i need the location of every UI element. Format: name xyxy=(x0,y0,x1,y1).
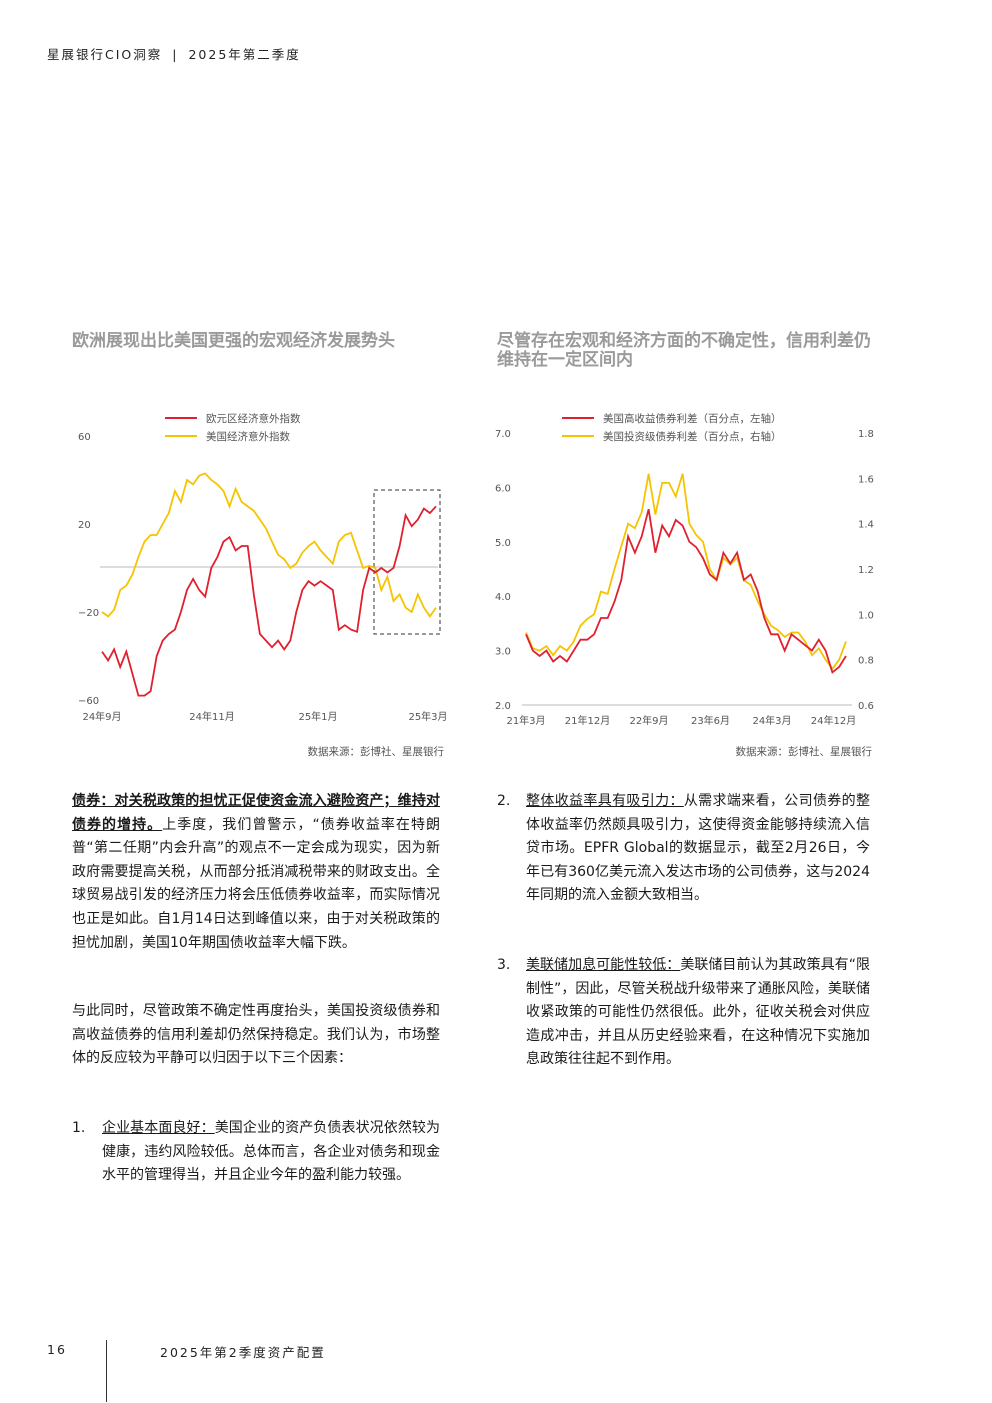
y-left-tick-label: 7.0 xyxy=(495,429,511,440)
series-line-us xyxy=(101,472,437,618)
y-tick-label: −60 xyxy=(78,696,99,707)
header-issue: 2025年第二季度 xyxy=(188,47,301,62)
item3-body: 美联储目前认为其政策具有“限制性”，因此，尽管关税战升级带来了通胀风险，美联储收… xyxy=(526,957,870,1068)
x-tick-label: 24年3月 xyxy=(752,714,791,727)
item3-number: 3. xyxy=(497,957,511,973)
item1-number: 1. xyxy=(72,1120,86,1136)
item2-paragraph: 整体收益率具有吸引力：从需求端来看，公司债券的整体收益率仍然颇具吸引力，这使得资… xyxy=(526,790,870,908)
spread-text: 与此同时，尽管政策不确定性再度抬头，美国投资级债券和高收益债券的信用利差却仍然保… xyxy=(72,1003,440,1067)
series-line-euro xyxy=(101,505,437,697)
y-left-tick-label: 2.0 xyxy=(495,701,511,712)
y-left-tick-label: 3.0 xyxy=(495,647,511,658)
right-chart-title: 尽管存在宏观和经济方面的不确定性，信用利差仍维持在一定区间内 xyxy=(497,331,871,370)
running-header: 星展银行CIO洞察 | 2025年第二季度 xyxy=(47,44,301,63)
item3-heading: 美联储加息可能性较低： xyxy=(526,957,681,973)
x-tick-label: 25年1月 xyxy=(298,710,337,723)
page-number: 16 xyxy=(47,1342,67,1357)
bond-paragraph: 债券：对关税政策的担忧正促使资金流入避险资产；维持对债券的增持。上季度，我们曾警… xyxy=(72,790,440,955)
legend-label-euro: 欧元区经济意外指数 xyxy=(206,412,301,425)
y-tick-label: 60 xyxy=(78,432,91,443)
x-tick-label: 21年3月 xyxy=(506,714,545,727)
x-tick-label: 22年9月 xyxy=(629,714,668,727)
x-tick-label: 24年9月 xyxy=(82,710,121,723)
x-tick-label: 25年3月 xyxy=(408,710,447,723)
item3-paragraph: 美联储加息可能性较低：美联储目前认为其政策具有“限制性”，因此，尽管关税战升级带… xyxy=(526,954,870,1072)
y-right-tick-label: 0.8 xyxy=(858,656,874,667)
right-chart-source: 数据来源：彭博社、星展银行 xyxy=(735,746,873,758)
bond-heading: 债券：对关税政策的担忧正促使资金流入避险资产；维持对债券的增持。 xyxy=(72,793,440,833)
legend-label-us: 美国经济意外指数 xyxy=(206,430,290,443)
y-left-tick-label: 4.0 xyxy=(495,592,511,603)
series-line-hy xyxy=(525,508,847,674)
y-left-tick-label: 6.0 xyxy=(495,483,511,494)
x-tick-label: 24年11月 xyxy=(189,710,234,723)
bond-body: 上季度，我们曾警示，“债券收益率在特朗普“第二任期”内会升高”的观点不一定会成为… xyxy=(72,816,440,951)
y-right-tick-label: 1.8 xyxy=(858,429,874,440)
y-left-tick-label: 5.0 xyxy=(495,538,511,549)
left-chart-title: 欧洲展现出比美国更强的宏观经济发展势头 xyxy=(72,331,395,351)
footer-title: 2025年第2季度资产配置 xyxy=(160,1345,326,1360)
legend-label-ig: 美国投资级债券利差（百分点，右轴） xyxy=(603,430,782,443)
item1-paragraph: 企业基本面良好：美国企业的资产负债表状况依然较为健康，违约风险较低。总体而言，各… xyxy=(102,1117,440,1188)
spread-paragraph: 与此同时，尽管政策不确定性再度抬头，美国投资级债券和高收益债券的信用利差却仍然保… xyxy=(72,1000,440,1071)
item1-body: 美国企业的资产负债表状况依然较为健康，违约风险较低。总体而言，各企业对债务和现金… xyxy=(102,1120,441,1184)
y-right-tick-label: 1.2 xyxy=(858,565,874,576)
right-chart: 美国高收益债券利差（百分点，左轴） 美国投资级债券利差（百分点，右轴） 7.0 6… xyxy=(495,412,874,727)
header-separator: | xyxy=(172,47,179,62)
x-tick-label: 21年12月 xyxy=(565,714,610,727)
header-brand: 星展银行CIO洞察 xyxy=(47,47,163,62)
y-right-tick-label: 1.0 xyxy=(858,610,874,621)
y-tick-label: −20 xyxy=(78,608,99,619)
legend-label-hy: 美国高收益债券利差（百分点，左轴） xyxy=(603,412,782,425)
x-tick-label: 23年6月 xyxy=(691,714,730,727)
y-tick-label: 20 xyxy=(78,520,91,531)
left-chart: 欧元区经济意外指数 美国经济意外指数 60 20 −20 −60 24年9月 24年11… xyxy=(78,412,448,723)
y-right-tick-label: 0.6 xyxy=(858,701,874,712)
footer-divider xyxy=(106,1340,107,1402)
item2-heading: 整体收益率具有吸引力： xyxy=(526,793,684,809)
item2-number: 2. xyxy=(497,793,511,809)
x-tick-label: 24年12月 xyxy=(811,714,856,727)
y-right-tick-label: 1.4 xyxy=(858,520,874,531)
left-chart-source: 数据来源：彭博社、星展银行 xyxy=(307,746,445,758)
item2-body: 从需求端来看，公司债券的整体收益率仍然颇具吸引力，这使得资金能够持续流入信贷市场… xyxy=(526,793,871,904)
series-line-ig xyxy=(525,473,847,671)
y-right-tick-label: 1.6 xyxy=(858,474,874,485)
item1-heading: 企业基本面良好： xyxy=(102,1120,215,1136)
